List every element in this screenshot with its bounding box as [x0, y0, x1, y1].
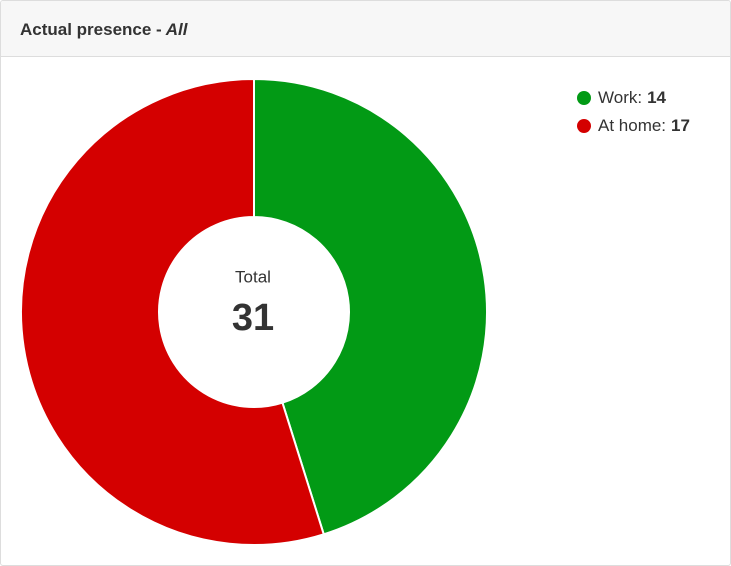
title-filter: All	[165, 20, 188, 39]
panel-header: Actual presence - All	[1, 1, 730, 57]
legend-value: 17	[671, 116, 690, 135]
legend-swatch	[577, 91, 591, 105]
legend-name: Work:	[598, 88, 642, 107]
legend-entry: At home: 17	[598, 116, 690, 135]
center-total: 31	[232, 297, 274, 339]
slices	[20, 77, 488, 546]
legend-value: 14	[647, 88, 666, 107]
legend-entry: Work: 14	[598, 88, 667, 107]
slice	[20, 77, 326, 546]
slice	[253, 77, 488, 536]
legend-name: At home:	[598, 116, 666, 135]
legend-swatch	[577, 119, 591, 133]
title: Actual presence -	[20, 20, 162, 39]
center-label: Total	[235, 267, 271, 286]
